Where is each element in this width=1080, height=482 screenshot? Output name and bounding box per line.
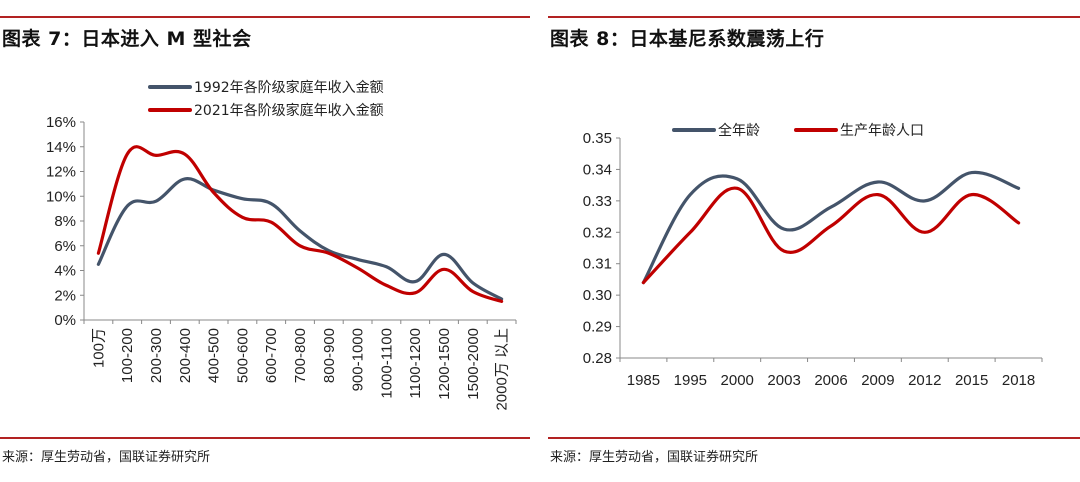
legend-label: 生产年龄人口	[840, 123, 924, 139]
x-tick-label: 2009	[861, 372, 894, 389]
line-chart-income-distribution: 0% 2% 4% 6% 8% 10% 12% 14% 16% 100万 100-200 200-300…	[46, 79, 517, 411]
chart-panel-left: 图表 7：日本进入 M 型社会 0% 2% 4% 6% 8% 10% 12% 14% 16% 10…	[0, 0, 530, 482]
x-tick-label: 800-900	[321, 328, 338, 383]
y-tick-label: 0%	[54, 312, 76, 329]
legend-label: 全年龄	[718, 122, 760, 139]
x-tick-label: 1985	[627, 372, 660, 389]
x-tick-label: 1200-1500	[436, 328, 453, 400]
y-tick-label: 0.34	[583, 161, 612, 178]
x-tick-label: 2018	[1002, 372, 1035, 389]
line-chart-gini-coefficient: 0.28 0.29 0.30 0.31 0.32 0.33 0.34 0.35 1985 1995…	[583, 122, 1043, 389]
x-tick-label: 100万	[90, 328, 107, 368]
legend-label: 2021年各阶级家庭年收入金额	[194, 102, 384, 119]
x-tick-label: 1500-2000	[465, 328, 482, 400]
chart-panel-right: 图表 8：日本基尼系数震荡上行 0.28 0.29 0.30 0.31 0.32 0.33…	[548, 0, 1080, 482]
x-tick-label: 1000-1100	[378, 328, 395, 399]
y-tick-label: 6%	[54, 238, 76, 255]
x-tick-label: 2000	[721, 372, 754, 389]
chart-title: 图表 7：日本进入 M 型社会	[2, 28, 252, 50]
y-tick-label: 0.33	[583, 193, 612, 210]
top-rule	[548, 16, 1080, 18]
x-tick-label: 2006	[814, 372, 847, 389]
x-tick-label: 2003	[767, 372, 800, 389]
source-note: 来源：厚生劳动省，国联证券研究所	[550, 450, 759, 465]
y-tick-label: 0.31	[583, 256, 612, 273]
series-line-1	[96, 177, 504, 301]
x-tick-label: 1100-1200	[407, 328, 424, 399]
y-tick-label: 4%	[54, 263, 76, 280]
x-tick-label: 600-700	[263, 328, 280, 383]
source-note: 来源：厚生劳动省，国联证券研究所	[2, 450, 211, 465]
y-tick-label: 14%	[46, 139, 76, 156]
y-tick-label: 10%	[46, 188, 76, 205]
x-tick-label: 2015	[955, 372, 988, 389]
chart-title: 图表 8：日本基尼系数震荡上行	[550, 28, 825, 50]
y-tick-label: 2%	[54, 287, 76, 304]
y-tick-label: 0.35	[583, 130, 612, 147]
top-rule	[0, 16, 530, 18]
y-tick-label: 0.28	[583, 350, 612, 367]
y-tick-label: 0.32	[583, 224, 612, 241]
x-tick-label: 200-400	[177, 328, 194, 383]
x-tick-label: 2000万 以上	[494, 328, 511, 411]
series-line-1	[641, 170, 1021, 285]
y-tick-label: 16%	[46, 114, 76, 131]
y-tick-label: 8%	[54, 213, 76, 230]
bottom-rule	[0, 437, 530, 439]
series-line-2	[96, 145, 504, 303]
y-tick-label: 0.30	[583, 287, 612, 304]
x-tick-label: 500-600	[234, 328, 251, 383]
x-tick-label: 400-500	[206, 328, 223, 383]
y-tick-label: 0.29	[583, 319, 612, 336]
x-tick-label: 900-1000	[350, 328, 367, 391]
x-tick-label: 2012	[908, 372, 941, 389]
legend-label: 1992年各阶级家庭年收入金额	[194, 79, 384, 96]
x-tick-label: 200-300	[148, 328, 165, 383]
series-line-2	[641, 186, 1021, 285]
x-tick-label: 1995	[674, 372, 707, 389]
y-tick-label: 12%	[46, 164, 76, 181]
x-tick-label: 100-200	[119, 328, 136, 383]
x-tick-label: 700-800	[292, 328, 309, 383]
bottom-rule	[548, 437, 1080, 439]
